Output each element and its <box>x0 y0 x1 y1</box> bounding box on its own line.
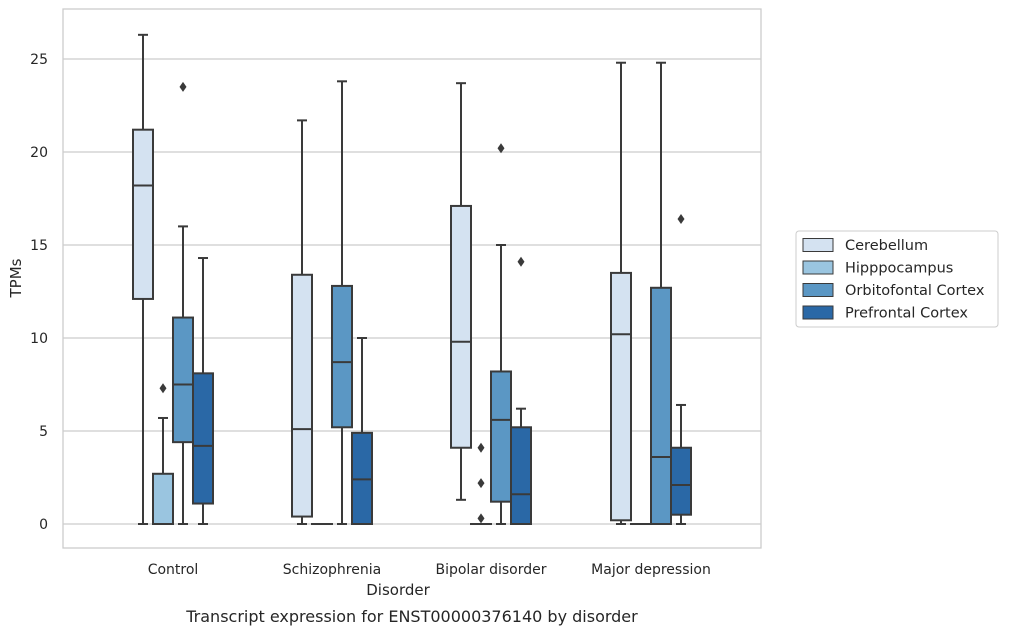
y-tick-labels: 0 5 10 15 20 25 <box>30 52 48 533</box>
legend-frame <box>795 230 999 328</box>
legend-label: Orbitofontal Cortex <box>845 283 985 299</box>
legend-label: Prefrontal Cortex <box>845 306 968 322</box>
box-body <box>490 370 512 503</box>
box-body <box>291 273 313 518</box>
box-body <box>192 372 214 505</box>
box-body <box>132 128 154 300</box>
legend-swatch <box>802 283 834 297</box>
box-cerebellum <box>450 82 472 501</box>
legend-swatch <box>802 238 834 252</box>
legend-swatch <box>802 260 834 275</box>
legend-swatch <box>802 305 834 320</box>
box-body <box>610 271 632 522</box>
box-orbitofontal-cortex <box>172 81 194 525</box>
box-prefrontal-cortex <box>670 213 692 525</box>
outlier-point <box>179 81 187 92</box>
box-orbitofontal-cortex <box>490 143 512 525</box>
box-hipppocampus <box>470 442 492 526</box>
legend-label: Cerebellum <box>845 238 928 254</box>
box-cerebellum <box>291 119 313 525</box>
box-cerebellum <box>132 33 154 525</box>
box-orbitofontal-cortex <box>650 61 672 525</box>
boxes <box>132 33 692 526</box>
y-tick-label: 25 <box>30 52 48 68</box>
box-cerebellum <box>610 61 632 525</box>
box-body <box>510 426 532 525</box>
y-tick-label: 0 <box>39 517 48 533</box>
box-orbitofontal-cortex <box>331 80 353 525</box>
box-body <box>670 446 692 516</box>
box-body <box>450 204 472 449</box>
y-tick-label: 20 <box>30 145 48 161</box>
x-tick-label: Bipolar disorder <box>435 562 546 578</box>
y-tick-label: 15 <box>30 238 48 254</box>
box-body <box>152 472 174 525</box>
figure-caption: Transcript expression for ENST0000037614… <box>185 607 638 626</box>
outlier-point <box>477 478 485 489</box>
outlier-point <box>159 383 167 394</box>
x-tick-label: Control <box>148 562 199 578</box>
outlier-point <box>497 143 505 154</box>
box-prefrontal-cortex <box>510 256 532 525</box>
outlier-point <box>677 213 685 224</box>
box-prefrontal-cortex <box>351 337 373 525</box>
box-body <box>172 316 194 444</box>
box-hipppocampus <box>152 383 174 525</box>
legend-items: Cerebellum Hipppocampus Orbitofontal Corte… <box>802 238 985 322</box>
x-tick-labels: Control Schizophrenia Bipolar disorder Majo… <box>148 562 711 578</box>
outlier-point <box>517 256 525 267</box>
outlier-point <box>477 513 485 524</box>
outlier-point <box>477 442 485 453</box>
legend: Cerebellum Hipppocampus Orbitofontal Corte… <box>795 230 999 328</box>
plot-area-frame <box>62 8 762 549</box>
box-body <box>331 284 353 429</box>
x-tick-label: Schizophrenia <box>283 562 381 578</box>
x-axis-title: Disorder <box>366 581 430 599</box>
x-tick-label: Major depression <box>591 562 711 578</box>
legend-label: Hipppocampus <box>845 261 953 277</box>
box-body <box>650 286 672 525</box>
box-prefrontal-cortex <box>192 257 214 525</box>
y-axis-title: TPMs <box>7 258 25 298</box>
y-tick-label: 5 <box>39 424 48 440</box>
y-tick-label: 10 <box>30 331 48 347</box>
